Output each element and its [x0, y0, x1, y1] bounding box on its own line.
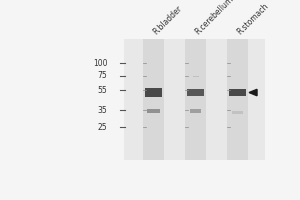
Text: R.bladder: R.bladder: [152, 4, 184, 36]
Bar: [227, 39, 248, 160]
Text: 55: 55: [98, 86, 107, 95]
Polygon shape: [249, 89, 257, 96]
Bar: [190, 109, 201, 113]
Bar: [187, 89, 204, 96]
Bar: [185, 39, 206, 160]
Text: 35: 35: [98, 106, 107, 115]
Bar: [145, 88, 163, 97]
Text: 75: 75: [98, 71, 107, 80]
Text: 25: 25: [98, 123, 107, 132]
Text: 100: 100: [93, 59, 107, 68]
Bar: [143, 39, 164, 160]
Bar: [124, 39, 266, 160]
Text: R.cerebellum: R.cerebellum: [193, 0, 235, 36]
Bar: [232, 111, 243, 114]
Bar: [193, 76, 199, 77]
Text: R.stomach: R.stomach: [235, 1, 270, 36]
Bar: [229, 89, 246, 96]
Bar: [147, 109, 160, 113]
